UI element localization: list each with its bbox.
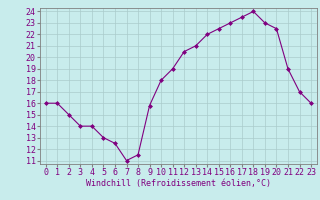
X-axis label: Windchill (Refroidissement éolien,°C): Windchill (Refroidissement éolien,°C) xyxy=(86,179,271,188)
